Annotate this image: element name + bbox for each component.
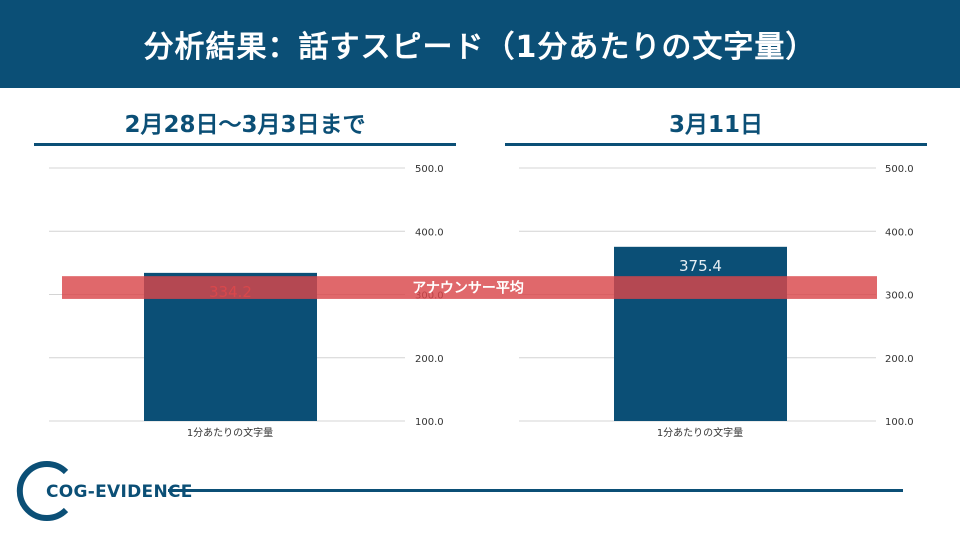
chart-2-y-tick-label: 200.0 — [885, 354, 914, 365]
chart-1-y-tick-label: 200.0 — [415, 354, 444, 365]
average-reference-label: アナウンサー平均 — [412, 280, 524, 297]
chart-1-title: 2月28日〜3月3日まで — [124, 112, 366, 138]
chart-2-title-underline — [505, 143, 927, 146]
page-title: 分析結果：話すスピード（1分あたりの文字量） — [143, 30, 817, 65]
company-logo: COG-EVIDENCE — [16, 458, 192, 524]
chart-1-y-tick-label: 100.0 — [415, 417, 444, 428]
logo-text: COG-EVIDENCE — [46, 482, 193, 502]
chart-2-bar — [614, 246, 787, 421]
chart-2-category-label: 1分あたりの文字量 — [657, 426, 743, 439]
chart-1-category-label: 1分あたりの文字量 — [187, 426, 273, 439]
chart-2-title: 3月11日 — [668, 112, 763, 138]
chart-1-y-tick-label: 500.0 — [415, 164, 444, 175]
average-reference-band — [62, 276, 877, 299]
chart-2-y-tick-label: 100.0 — [885, 417, 914, 428]
chart-1-y-tick-label: 400.0 — [415, 227, 444, 238]
chart-2-y-tick-label: 500.0 — [885, 164, 914, 175]
chart-1-title-underline — [34, 143, 456, 146]
header-bar: 分析結果：話すスピード（1分あたりの文字量） — [0, 0, 960, 88]
chart-2-y-tick-label: 400.0 — [885, 227, 914, 238]
footer-divider — [168, 489, 903, 492]
chart-2-value-label: 375.4 — [679, 257, 722, 275]
chart-2-y-tick-label: 300.0 — [885, 291, 914, 302]
chart-1-value-label: 334.2 — [209, 283, 252, 301]
ring-logo-icon — [16, 461, 69, 521]
